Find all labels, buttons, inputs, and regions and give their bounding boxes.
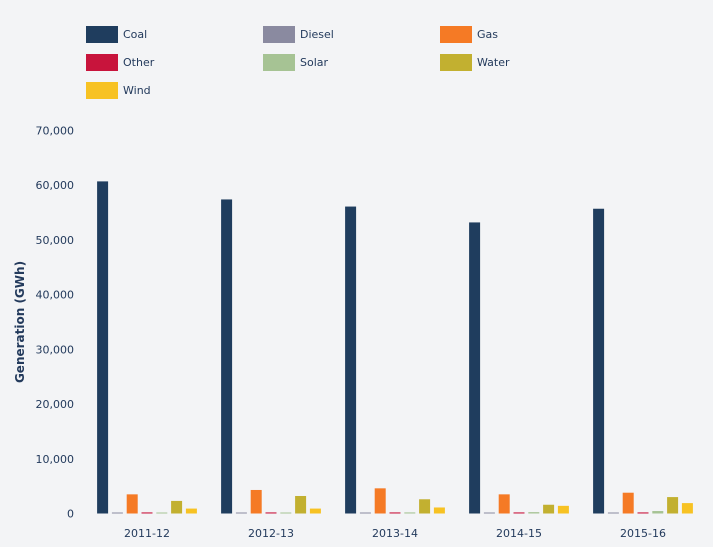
bar-coal-2012-13[interactable] — [221, 199, 233, 514]
legend-swatch — [440, 53, 472, 71]
x-tick-label: 2013-14 — [372, 527, 418, 540]
bar-other-2015-16[interactable] — [637, 512, 649, 514]
bar-water-2014-15[interactable] — [543, 504, 555, 514]
bar-solar-2014-15[interactable] — [528, 512, 540, 514]
bar-wind-2012-13[interactable] — [309, 508, 321, 514]
bar-diesel-2011-12[interactable] — [111, 512, 123, 514]
bar-gas-2015-16[interactable] — [622, 492, 634, 514]
y-tick-label: 10,000 — [36, 453, 75, 466]
y-tick-label: 30,000 — [36, 343, 75, 356]
bar-water-2012-13[interactable] — [295, 495, 307, 514]
y-tick-label: 40,000 — [36, 289, 75, 302]
y-tick-label: 0 — [67, 508, 74, 521]
bar-other-2014-15[interactable] — [513, 512, 525, 514]
legend-item-water[interactable]: Water — [440, 52, 617, 72]
legend-label: Water — [477, 55, 510, 69]
bar-gas-2013-14[interactable] — [374, 488, 386, 514]
x-tick-label: 2015-16 — [620, 527, 666, 540]
legend-item-solar[interactable]: Solar — [263, 52, 440, 72]
legend-swatch — [263, 53, 295, 71]
bar-solar-2011-12[interactable] — [156, 512, 168, 514]
bar-diesel-2012-13[interactable] — [235, 512, 247, 514]
bar-wind-2013-14[interactable] — [433, 507, 445, 514]
legend-swatch — [86, 53, 118, 71]
bar-diesel-2014-15[interactable] — [483, 512, 495, 514]
bar-other-2011-12[interactable] — [141, 512, 153, 514]
y-tick-label: 60,000 — [36, 179, 75, 192]
bar-gas-2012-13[interactable] — [250, 489, 262, 514]
legend-label: Solar — [300, 55, 329, 69]
bar-other-2012-13[interactable] — [265, 512, 277, 514]
y-axis-title: Generation (GWh) — [13, 261, 27, 383]
legend-item-coal[interactable]: Coal — [86, 24, 263, 44]
bar-gas-2011-12[interactable] — [126, 494, 138, 514]
legend-item-other[interactable]: Other — [86, 52, 263, 72]
bar-coal-2014-15[interactable] — [469, 222, 481, 514]
bar-gas-2014-15[interactable] — [498, 494, 510, 514]
legend-swatch — [440, 25, 472, 43]
legend-label: Coal — [123, 27, 148, 41]
x-tick-label: 2014-15 — [496, 527, 542, 540]
bar-wind-2011-12[interactable] — [185, 508, 197, 514]
legend-item-wind[interactable]: Wind — [86, 80, 263, 100]
legend-swatch — [86, 25, 118, 43]
x-tick-label: 2012-13 — [248, 527, 294, 540]
bar-diesel-2013-14[interactable] — [359, 512, 371, 514]
bar-wind-2014-15[interactable] — [557, 505, 569, 514]
bar-solar-2012-13[interactable] — [280, 512, 292, 514]
legend-swatch — [263, 25, 295, 43]
y-tick-label: 70,000 — [36, 125, 75, 138]
legend-label: Diesel — [300, 27, 334, 41]
legend-swatch — [86, 81, 118, 99]
x-tick-label: 2011-12 — [124, 527, 170, 540]
legend-label: Gas — [477, 27, 498, 41]
bar-water-2013-14[interactable] — [419, 499, 431, 514]
legend-item-gas[interactable]: Gas — [440, 24, 617, 44]
bar-wind-2015-16[interactable] — [681, 503, 693, 514]
bar-water-2011-12[interactable] — [171, 500, 183, 514]
bar-water-2015-16[interactable] — [667, 497, 679, 514]
y-tick-label: 50,000 — [36, 234, 75, 247]
legend-label: Wind — [123, 83, 151, 97]
bar-coal-2013-14[interactable] — [345, 206, 357, 514]
legend: Coal Diesel Gas Other Solar Water Wind — [86, 24, 646, 108]
bar-diesel-2015-16[interactable] — [607, 512, 619, 514]
bar-solar-2013-14[interactable] — [404, 512, 416, 514]
legend-item-diesel[interactable]: Diesel — [263, 24, 440, 44]
legend-label: Other — [123, 55, 155, 69]
bar-solar-2015-16[interactable] — [652, 511, 664, 514]
bar-other-2013-14[interactable] — [389, 512, 401, 514]
bar-coal-2015-16[interactable] — [593, 208, 605, 514]
bar-coal-2011-12[interactable] — [97, 181, 109, 514]
y-tick-label: 20,000 — [36, 398, 75, 411]
